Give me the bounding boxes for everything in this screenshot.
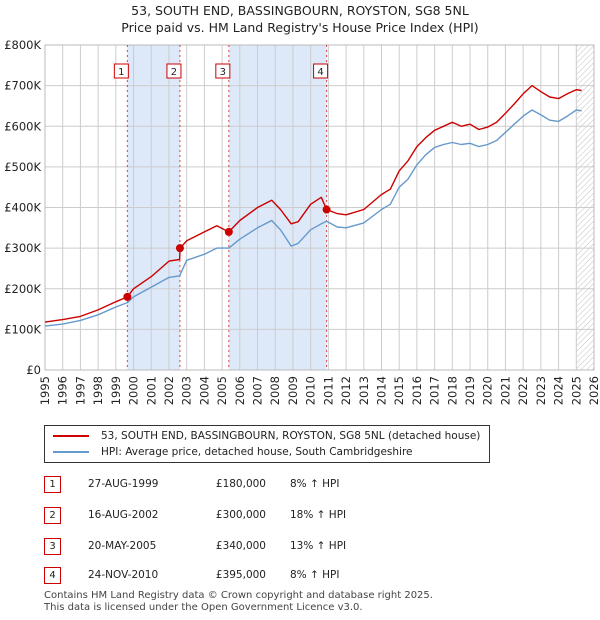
transaction-hpi-change: 13% ↑ HPI bbox=[290, 540, 347, 552]
transaction-row: 4 24-NOV-2010 £395,000 8% ↑ HPI bbox=[0, 567, 600, 587]
transaction-date: 24-NOV-2010 bbox=[88, 569, 159, 581]
x-tick-label: 1996 bbox=[56, 376, 70, 405]
y-tick-label: £300K bbox=[4, 241, 41, 255]
footer-copyright: Contains HM Land Registry data © Crown c… bbox=[44, 590, 433, 601]
hpi-line bbox=[44, 109, 582, 327]
x-tick-label: 2016 bbox=[410, 376, 424, 405]
x-tick-label: 2024 bbox=[552, 376, 566, 405]
legend-label-property: 53, SOUTH END, BASSINGBOURN, ROYSTON, SG… bbox=[101, 430, 481, 442]
x-tick-label: 1999 bbox=[109, 376, 123, 405]
y-tick-label: £600K bbox=[4, 119, 41, 133]
legend-item-property: 53, SOUTH END, BASSINGBOURN, ROYSTON, SG… bbox=[53, 428, 480, 444]
transaction-row: 2 16-AUG-2002 £300,000 18% ↑ HPI bbox=[0, 507, 600, 527]
transaction-hpi-change: 8% ↑ HPI bbox=[290, 569, 340, 581]
x-tick-label: 1995 bbox=[38, 376, 52, 405]
sale-point bbox=[175, 244, 184, 253]
x-tick-label: 2021 bbox=[498, 376, 512, 405]
y-tick-label: £700K bbox=[4, 79, 41, 93]
transaction-date: 20-MAY-2005 bbox=[88, 540, 157, 552]
transaction-number-badge: 2 bbox=[44, 507, 61, 524]
transaction-price: £180,000 bbox=[215, 478, 266, 490]
sale-point bbox=[322, 205, 331, 214]
x-tick-label: 2020 bbox=[481, 376, 495, 405]
transaction-number-badge: 1 bbox=[44, 476, 61, 493]
legend-swatch-property bbox=[53, 435, 89, 437]
transaction-number-badge: 4 bbox=[44, 567, 61, 584]
x-tick-label: 2014 bbox=[374, 376, 388, 405]
chart-title: 53, SOUTH END, BASSINGBOURN, ROYSTON, SG… bbox=[131, 3, 469, 18]
y-tick-label: £500K bbox=[4, 160, 41, 174]
chart-subtitle: Price paid vs. HM Land Registry's House … bbox=[121, 20, 479, 35]
x-tick-label: 2022 bbox=[516, 376, 530, 405]
sale-number-label: 1 bbox=[118, 67, 124, 78]
transaction-date: 16-AUG-2002 bbox=[88, 509, 159, 521]
legend-label-hpi: HPI: Average price, detached house, Sout… bbox=[101, 446, 413, 458]
x-tick-label: 2007 bbox=[251, 376, 265, 405]
x-tick-label: 2017 bbox=[428, 376, 442, 405]
x-tick-label: 2004 bbox=[197, 376, 211, 405]
x-tick-label: 2009 bbox=[286, 376, 300, 405]
x-tick-label: 2019 bbox=[463, 376, 477, 405]
x-tick-label: 2013 bbox=[357, 376, 371, 405]
sale-point bbox=[123, 292, 132, 301]
transaction-price: £395,000 bbox=[215, 569, 266, 581]
sale-number-badge bbox=[313, 63, 329, 79]
sale-number-label: 4 bbox=[317, 67, 323, 78]
x-tick-label: 2010 bbox=[304, 376, 318, 405]
x-tick-label: 2015 bbox=[392, 376, 406, 405]
x-tick-label: 2006 bbox=[233, 376, 247, 405]
transaction-row: 1 27-AUG-1999 £180,000 8% ↑ HPI bbox=[0, 476, 600, 496]
x-tick-label: 1998 bbox=[91, 376, 105, 405]
x-tick-label: 2011 bbox=[321, 376, 335, 405]
transaction-number-badge: 3 bbox=[44, 538, 61, 555]
x-tick-label: 2000 bbox=[127, 376, 141, 405]
sale-number-label: 2 bbox=[171, 67, 177, 78]
x-tick-label: 2026 bbox=[587, 376, 600, 405]
sale-number-badge bbox=[113, 63, 129, 79]
x-tick-label: 2012 bbox=[339, 376, 353, 405]
footer-licence: This data is licensed under the Open Gov… bbox=[44, 602, 363, 613]
plot-border bbox=[44, 44, 595, 371]
sale-number-badge bbox=[215, 63, 231, 79]
x-tick-label: 2023 bbox=[534, 376, 548, 405]
y-tick-label: £0 bbox=[26, 363, 41, 377]
sale-point bbox=[224, 227, 233, 236]
transaction-row: 3 20-MAY-2005 £340,000 13% ↑ HPI bbox=[0, 538, 600, 558]
transaction-price: £300,000 bbox=[215, 509, 266, 521]
price-chart: £0 £100K £200K £300K £400K £500K £600K £700K £80… bbox=[4, 38, 600, 405]
x-tick-label: 1997 bbox=[73, 376, 87, 405]
x-tick-label: 2025 bbox=[569, 376, 583, 405]
transaction-price: £340,000 bbox=[215, 540, 266, 552]
sale-number-badge bbox=[166, 63, 182, 79]
transaction-date: 27-AUG-1999 bbox=[88, 478, 159, 490]
y-tick-label: £200K bbox=[4, 282, 41, 296]
x-tick-label: 2001 bbox=[144, 376, 158, 405]
y-tick-label: £100K bbox=[4, 322, 41, 336]
sale-number-label: 3 bbox=[220, 67, 226, 78]
legend-item-hpi: HPI: Average price, detached house, Sout… bbox=[53, 444, 413, 460]
x-tick-label: 2002 bbox=[162, 376, 176, 405]
x-tick-label: 2018 bbox=[445, 376, 459, 405]
legend: 53, SOUTH END, BASSINGBOURN, ROYSTON, SG… bbox=[44, 425, 490, 463]
y-tick-label: £400K bbox=[4, 201, 41, 215]
transaction-hpi-change: 8% ↑ HPI bbox=[290, 478, 340, 490]
x-tick-label: 2005 bbox=[215, 376, 229, 405]
transaction-hpi-change: 18% ↑ HPI bbox=[290, 509, 347, 521]
legend-swatch-hpi bbox=[53, 451, 89, 453]
y-tick-label: £800K bbox=[4, 38, 41, 52]
x-tick-label: 2003 bbox=[180, 376, 194, 405]
property-price-line bbox=[44, 84, 582, 323]
x-tick-label: 2008 bbox=[268, 376, 282, 405]
